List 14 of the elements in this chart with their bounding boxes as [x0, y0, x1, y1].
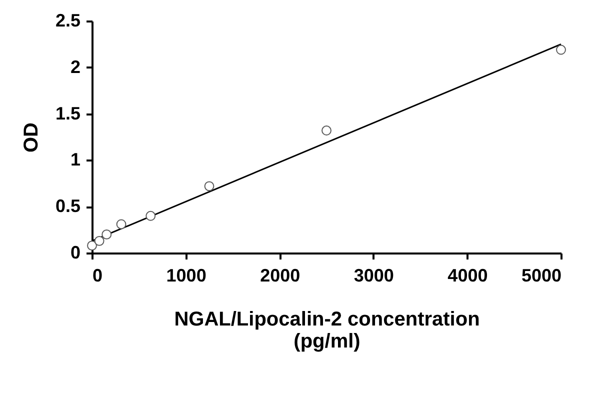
- x-axis-title: NGAL/Lipocalin-2 concentration (pg/ml): [174, 308, 480, 352]
- y-tick-label: 0: [70, 242, 80, 262]
- x-tick-label: 0: [92, 266, 103, 286]
- x-tick-label: 3000: [354, 266, 394, 286]
- y-tick-label: 2: [70, 56, 80, 77]
- y-tick-label: 1.5: [55, 103, 80, 124]
- x-tick-label: 4000: [448, 266, 488, 286]
- x-tick-label: 1000: [166, 266, 206, 286]
- y-tick-label: 0.5: [55, 196, 80, 216]
- y-axis-title: OD: [20, 122, 42, 152]
- x-tick-label: 5000: [521, 266, 562, 286]
- y-tick-label: 1: [70, 150, 80, 170]
- y-tick-label: 2.5: [55, 10, 80, 30]
- x-tick-label: 2000: [260, 266, 300, 286]
